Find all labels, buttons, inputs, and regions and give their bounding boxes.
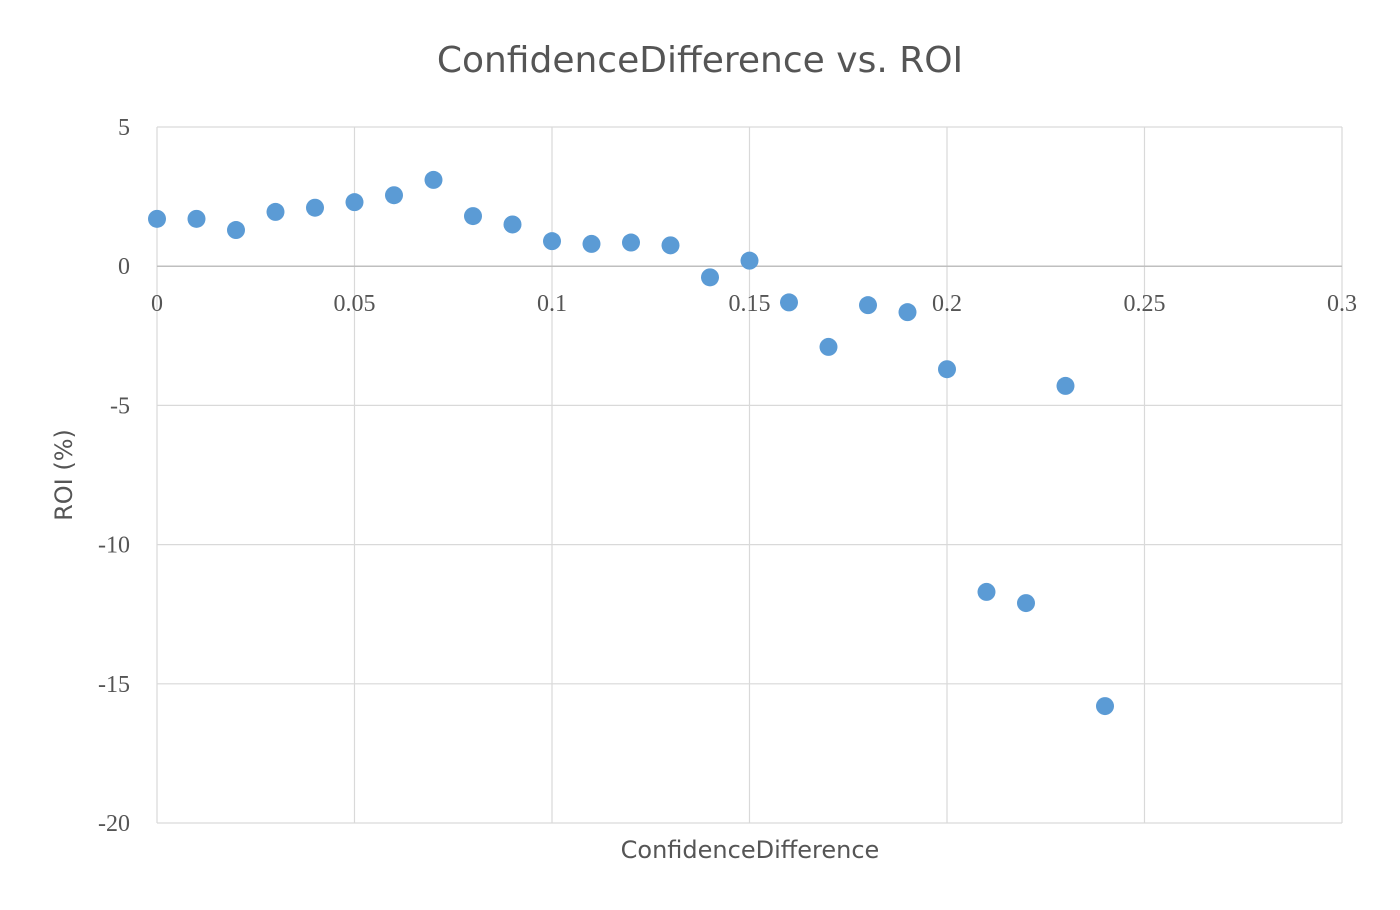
data-point <box>938 360 956 379</box>
data-point <box>503 215 522 234</box>
grid-layer <box>156 126 1343 824</box>
y-tick-label: 0 <box>118 254 130 280</box>
data-point <box>1096 697 1114 716</box>
data-point <box>898 303 917 322</box>
data-point <box>187 209 206 228</box>
data-point <box>266 202 285 221</box>
data-point <box>385 186 403 205</box>
data-point <box>859 296 877 315</box>
data-point <box>148 209 166 228</box>
data-point <box>780 293 798 312</box>
chart-title: ConfidenceDifference vs. ROI <box>437 40 963 81</box>
x-tick-label: 0.05 <box>334 291 376 317</box>
data-point <box>227 221 245 240</box>
tick-layer: 0 0.05 0.1 0.15 0.2 0.25 0.3 5 0 -5 -10 -15 -20 <box>98 115 1357 837</box>
y-tick-label: -15 <box>98 672 130 698</box>
data-point <box>424 170 443 189</box>
data-point <box>701 268 719 287</box>
data-point <box>661 236 680 255</box>
x-tick-label: 0 <box>151 291 163 317</box>
data-point <box>464 207 482 226</box>
y-tick-label: -20 <box>98 811 130 837</box>
x-tick-label: 0.2 <box>932 291 962 317</box>
data-point <box>1056 376 1075 395</box>
data-point <box>306 198 324 217</box>
y-tick-label: -5 <box>110 393 130 419</box>
data-point <box>543 232 561 251</box>
x-axis-title: ConfidenceDifference <box>621 836 880 864</box>
x-tick-label: 0.3 <box>1327 291 1357 317</box>
point-layer <box>148 170 1114 716</box>
x-tick-label: 0.1 <box>537 291 567 317</box>
y-axis-title: ROI (%) <box>50 429 78 521</box>
data-point <box>582 234 601 253</box>
data-point <box>622 233 640 252</box>
data-point <box>977 582 996 601</box>
data-point <box>1017 594 1035 613</box>
x-tick-label: 0.25 <box>1124 291 1166 317</box>
data-point <box>740 251 759 270</box>
data-point <box>819 337 838 356</box>
y-tick-label: -10 <box>98 533 130 559</box>
y-tick-label: 5 <box>118 115 130 141</box>
x-tick-label: 0.15 <box>729 291 771 317</box>
data-point <box>345 193 364 212</box>
